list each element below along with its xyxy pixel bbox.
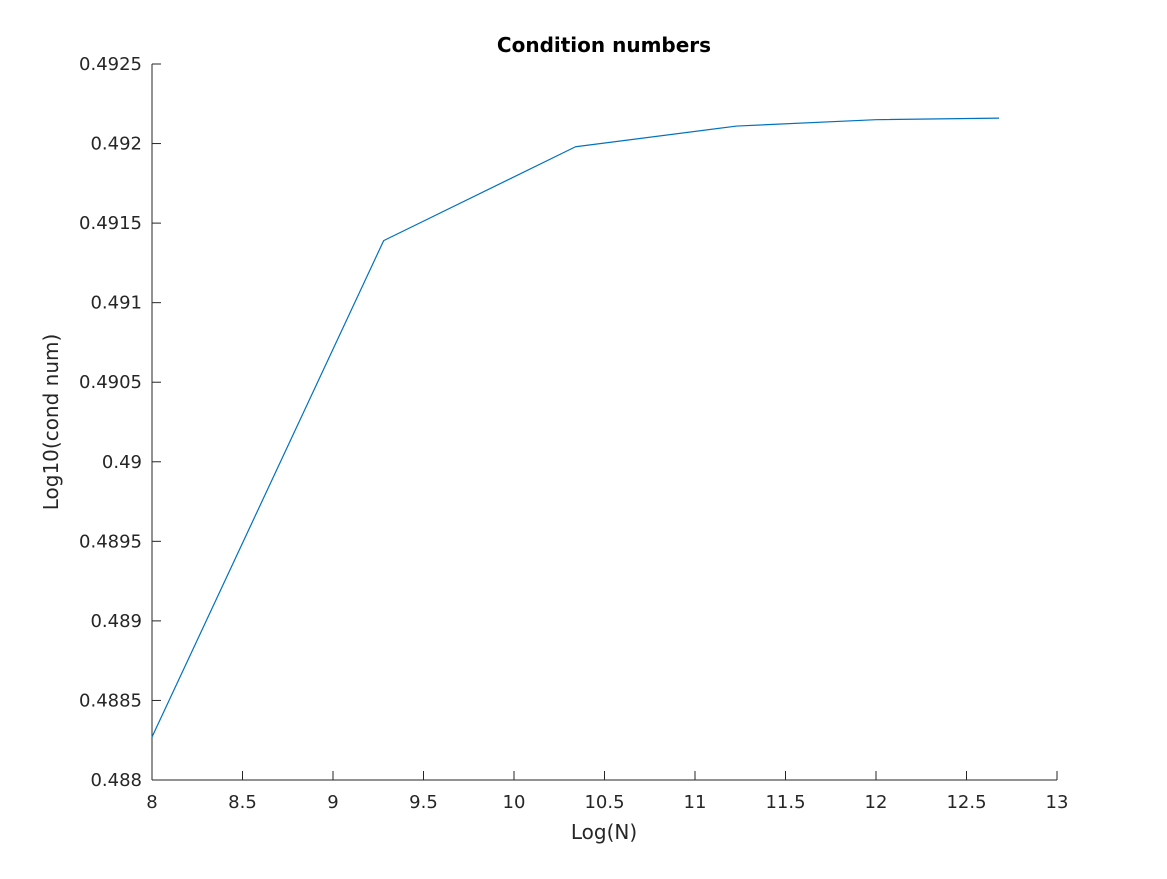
x-tick-label: 8	[146, 792, 157, 813]
series-line	[151, 117, 1000, 738]
y-tick-label: 0.488	[90, 770, 142, 791]
y-tick-label: 0.4915	[79, 213, 142, 234]
chart-title: Condition numbers	[497, 33, 711, 57]
ticks: 8 8.5 9 9.5 10 10.5 11 11.5 12 12.5 13 0.488 0.4885 0…	[79, 54, 1068, 813]
y-tick-label: 0.491	[90, 293, 142, 314]
axes	[151, 64, 1057, 781]
x-tick-label: 10.5	[584, 792, 624, 813]
y-tick-label: 0.489	[90, 611, 142, 632]
x-tick-label: 9	[327, 792, 338, 813]
y-tick-label: 0.4885	[79, 690, 142, 711]
y-tick-label: 0.4905	[79, 372, 142, 393]
x-tick-label: 13	[1046, 792, 1069, 813]
x-tick-label: 9.5	[409, 792, 438, 813]
series-lines	[151, 117, 1000, 738]
x-tick-label: 8.5	[228, 792, 257, 813]
x-tick-label: 11.5	[765, 792, 805, 813]
x-tick-label: 11	[684, 792, 707, 813]
x-tick-label: 12.5	[946, 792, 986, 813]
y-tick-label: 0.4925	[79, 54, 142, 75]
y-tick-label: 0.49	[102, 452, 142, 473]
y-tick-label: 0.4895	[79, 531, 142, 552]
y-tick-label: 0.492	[90, 134, 142, 155]
x-axis-label: Log(N)	[571, 820, 637, 844]
x-tick-label: 12	[865, 792, 888, 813]
y-axis-label: Log10(cond num)	[39, 334, 63, 511]
x-tick-label: 10	[503, 792, 526, 813]
